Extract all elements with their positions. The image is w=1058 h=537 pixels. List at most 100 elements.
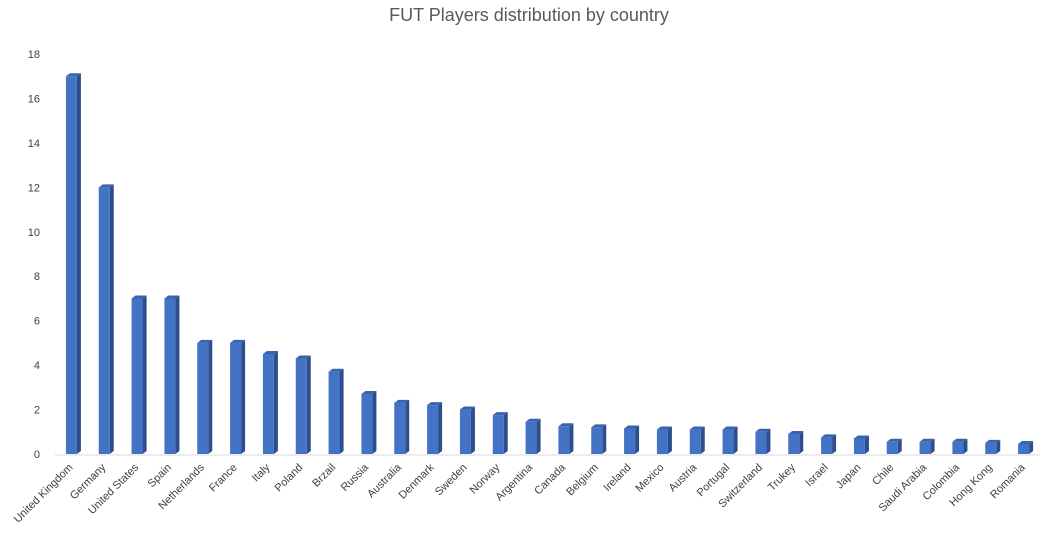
bar-side [175,295,180,454]
bar-side [602,424,607,454]
bar-top [394,399,410,403]
bar-side [339,368,344,454]
bar-side [864,435,869,454]
x-tick-label: Argentina [493,461,535,503]
bar-front [394,402,406,454]
bar-top [821,434,837,438]
bar-top [985,439,1001,443]
bar-top [295,355,311,359]
bar [952,438,968,454]
y-tick-label: 0 [34,449,40,461]
x-tick-label: Romania [988,461,1028,501]
bar-front [65,76,77,454]
bar-front [492,415,504,454]
bar-front [558,426,570,454]
bar-front [853,438,865,454]
bar-side [306,355,311,454]
bar-top [65,73,81,77]
bar-side [930,438,935,454]
x-tick-label: Japan [834,462,864,492]
bar [558,423,574,454]
bar-side [503,412,508,454]
bar-top [361,391,377,394]
bar-side [635,425,640,454]
bar-side [109,184,114,455]
bar-top [952,438,968,442]
bar-side [142,295,147,454]
bar-top [492,412,508,416]
x-tick-label: Denmark [397,461,437,501]
bars-layer [65,73,1034,455]
bar-side [536,418,541,454]
bar-front [262,354,274,454]
bar-front [722,429,734,454]
bar-front [591,427,603,454]
bar-side [76,73,81,454]
bar [624,425,640,454]
bar-top [98,184,114,188]
bar [197,339,213,454]
bar-front [886,441,898,454]
bar [689,426,705,454]
y-tick-label: 6 [34,316,40,328]
bar [656,426,672,454]
bar-front [230,342,242,454]
bar [722,426,738,454]
bar-top [755,428,771,432]
x-tick-label: Canada [532,461,568,497]
bar-front [164,298,176,454]
y-tick-label: 18 [28,49,40,61]
x-tick-label: Poland [273,462,306,495]
bar-side [700,426,705,454]
bar [853,435,869,454]
bar-top [230,339,246,343]
bar-top [328,368,344,372]
bar-front [788,434,800,454]
bar [919,438,935,454]
bar-top [624,425,640,429]
bar-top [197,339,213,343]
bar [131,295,147,454]
bar-top [459,406,475,410]
x-tick-label: Sweden [433,462,470,499]
x-tick-label: Italy [250,461,273,484]
axis-layer: 0 2 4 6 8 10 12 14 16 18 [28,49,1040,461]
x-tick-label: Belgium [564,462,601,499]
bar [821,434,837,454]
bar [164,295,180,454]
bar-top [853,435,869,439]
bar-top [558,423,574,427]
y-tick-label: 16 [28,93,40,105]
bar-side [470,406,475,454]
bar [886,438,902,454]
bar [65,73,81,454]
bar-side [667,426,672,454]
bar-top [164,295,180,299]
bar-top [722,426,738,430]
bar [755,428,771,454]
bar-top [689,426,705,430]
x-tick-label: Ireland [601,462,633,494]
x-tick-label: Spain [146,462,174,490]
bar-side [273,351,278,454]
bar-side [208,339,213,454]
bar-top [1018,441,1034,444]
x-tick-label: United Kingdom [12,462,76,526]
bar-top [886,438,902,442]
bar [295,355,311,454]
bar-front [624,428,636,454]
bar [985,439,1001,454]
bar-front [361,394,373,454]
bar-front [197,342,209,454]
y-tick-label: 4 [34,360,40,372]
bar-side [405,399,410,454]
bar-top [427,402,443,406]
bar-side [733,426,738,454]
bar-front [689,429,701,454]
bar [459,406,475,454]
y-tick-label: 8 [34,271,40,283]
y-tick-label: 14 [28,138,40,150]
bar-side [372,391,377,454]
